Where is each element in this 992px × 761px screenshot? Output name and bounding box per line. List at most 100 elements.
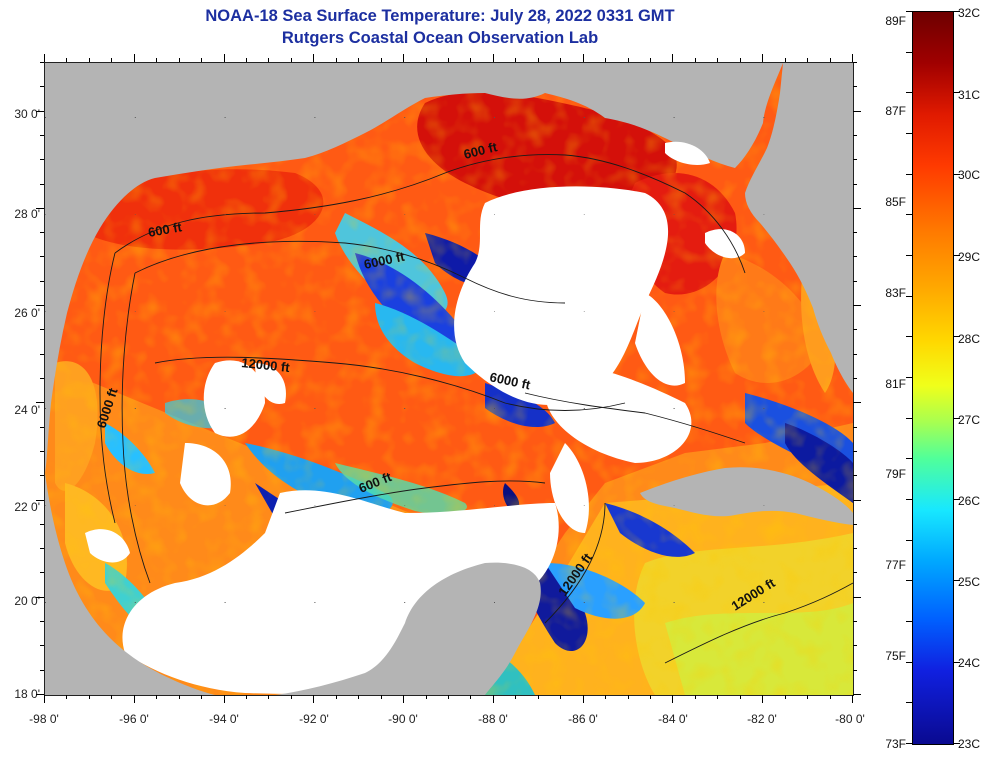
x-tick-bottom <box>830 695 831 699</box>
y-tick-right <box>853 111 861 112</box>
y-tick-left <box>40 524 44 525</box>
cbar-f-73: 73F <box>885 737 906 751</box>
x-tick-top <box>785 58 786 62</box>
y-tick-left <box>40 62 44 63</box>
x-tick-bottom <box>89 695 90 699</box>
cbar-tick-right <box>954 174 960 175</box>
y-tick-right <box>853 548 857 549</box>
cbar-tick-left <box>906 11 912 12</box>
cbar-tick-right <box>954 336 960 337</box>
y-tick-right <box>853 475 857 476</box>
cbar-c-29: 29C <box>958 250 981 264</box>
x-tick-bottom <box>44 695 45 703</box>
x-tick-top <box>156 58 157 62</box>
x-tick-bottom <box>403 695 404 703</box>
contour-label-600ft-west: 600 ft <box>147 219 184 240</box>
cbar-c-32: 32C <box>958 6 981 20</box>
lon-label-84: -84 0' <box>658 712 688 726</box>
cbar-c-28: 28C <box>958 332 981 346</box>
y-tick-left <box>36 694 44 695</box>
x-tick-bottom <box>156 695 157 699</box>
sst-map[interactable]: 600 ft 600 ft 6000 ft 12000 ft 6000 ft 6… <box>44 62 854 696</box>
cbar-tick-left <box>906 458 912 459</box>
y-tick-left <box>40 670 44 671</box>
cbar-tick-right <box>954 743 960 744</box>
y-tick-right <box>853 86 857 87</box>
cbar-tick-left <box>906 174 912 175</box>
cbar-c-31: 31C <box>958 88 981 102</box>
cbar-f-75: 75F <box>885 649 906 663</box>
y-tick-right <box>853 621 857 622</box>
x-tick-bottom <box>717 695 718 699</box>
x-tick-bottom <box>470 695 471 699</box>
cbar-tick-left <box>906 255 912 256</box>
x-tick-bottom <box>201 695 202 699</box>
x-tick-bottom <box>179 695 180 699</box>
cbar-tick-right <box>954 580 960 581</box>
y-tick-right <box>853 159 857 160</box>
x-tick-top <box>403 54 404 62</box>
x-tick-top <box>807 58 808 62</box>
x-tick-bottom <box>740 695 741 699</box>
x-tick-bottom <box>695 695 696 699</box>
y-tick-left <box>40 427 44 428</box>
x-tick-bottom <box>785 695 786 699</box>
cbar-tick-left <box>906 499 912 500</box>
y-tick-right <box>853 694 861 695</box>
y-tick-left <box>36 208 44 209</box>
x-tick-bottom <box>515 695 516 699</box>
x-tick-bottom <box>628 695 629 699</box>
cbar-f-83: 83F <box>885 286 906 300</box>
x-tick-top <box>628 58 629 62</box>
y-tick-left <box>40 232 44 233</box>
dotted-grid <box>45 63 853 695</box>
cbar-c-25: 25C <box>958 575 981 589</box>
x-tick-top <box>179 58 180 62</box>
x-tick-bottom <box>111 695 112 699</box>
x-tick-top <box>89 58 90 62</box>
x-tick-bottom <box>268 695 269 699</box>
y-tick-right <box>853 354 857 355</box>
x-tick-top <box>762 54 763 62</box>
lon-label-94: -94 0' <box>209 712 239 726</box>
cbar-tick-left <box>906 377 912 378</box>
x-tick-top <box>560 58 561 62</box>
y-tick-right <box>853 378 857 379</box>
lon-label-90: -90 0' <box>388 712 418 726</box>
y-tick-left <box>40 184 44 185</box>
x-tick-top <box>66 58 67 62</box>
x-tick-top <box>246 58 247 62</box>
x-tick-bottom <box>381 695 382 699</box>
lon-label-86: -86 0' <box>568 712 598 726</box>
x-tick-top <box>358 58 359 62</box>
x-tick-top <box>493 54 494 62</box>
y-tick-right <box>853 256 857 257</box>
y-tick-right <box>853 572 857 573</box>
cbar-tick-left <box>906 743 912 744</box>
x-tick-bottom <box>560 695 561 699</box>
x-tick-top <box>538 58 539 62</box>
y-tick-left <box>40 86 44 87</box>
y-tick-left <box>40 451 44 452</box>
y-tick-left <box>40 548 44 549</box>
x-tick-bottom <box>66 695 67 699</box>
y-tick-right <box>853 402 861 403</box>
y-tick-left <box>40 621 44 622</box>
cbar-tick-right <box>954 662 960 663</box>
x-tick-bottom <box>762 695 763 703</box>
cbar-tick-left <box>906 92 912 93</box>
x-tick-top <box>111 58 112 62</box>
x-tick-bottom <box>650 695 651 699</box>
x-tick-bottom <box>493 695 494 703</box>
x-tick-bottom <box>807 695 808 699</box>
x-tick-top <box>426 58 427 62</box>
y-tick-left <box>40 135 44 136</box>
cbar-f-79: 79F <box>885 467 906 481</box>
cbar-c-24: 24C <box>958 656 981 670</box>
cbar-tick-right <box>954 255 960 256</box>
y-tick-right <box>853 500 861 501</box>
cbar-f-89: 89F <box>885 14 906 28</box>
x-tick-top <box>672 54 673 62</box>
cbar-tick-left <box>906 580 912 581</box>
cbar-tick-left <box>906 540 912 541</box>
